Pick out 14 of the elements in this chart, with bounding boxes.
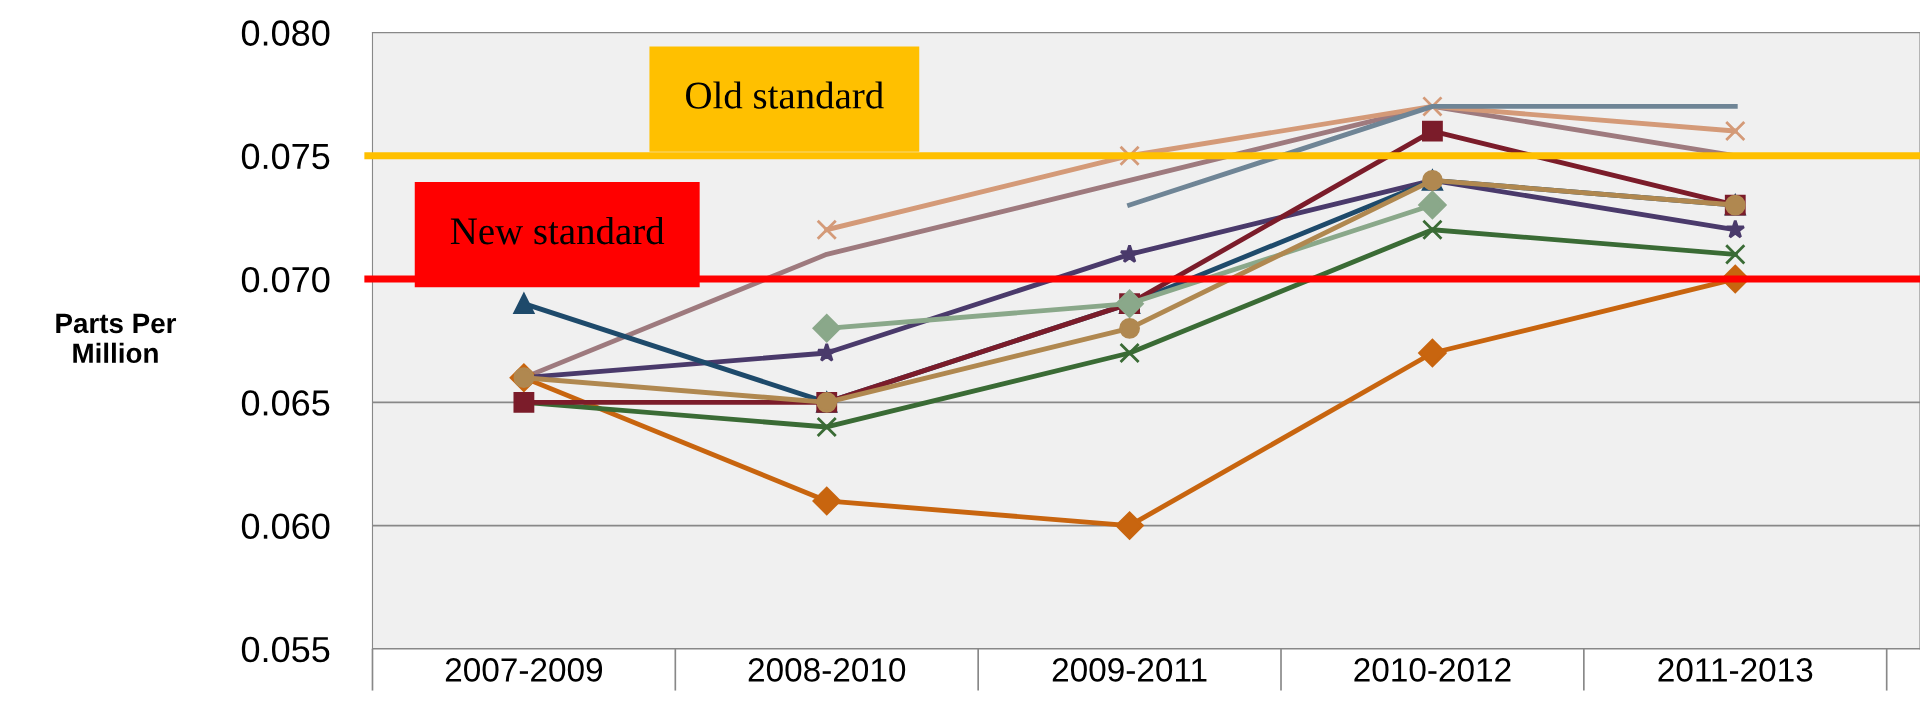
x-tick-label: 2009-2011 [1052, 658, 1207, 682]
x-tick-label: 2008-2010 [748, 658, 906, 682]
y-tick-label: 0.055 [241, 636, 330, 663]
y-tick-label: 0.060 [241, 513, 330, 540]
y-axis-title: Parts Per Million [56, 313, 177, 364]
y-tick-label: 0.080 [241, 20, 330, 46]
y-tick-label: 0.070 [241, 266, 330, 293]
y-tick-label: 0.075 [241, 143, 330, 170]
x-tick-label: 2007-2009 [445, 658, 603, 682]
ref-line-label: Old standard [686, 81, 884, 109]
x-tick-label: 2011-2013 [1658, 658, 1813, 682]
y-tick-label: 0.065 [241, 390, 330, 416]
ref-line-label: New standard [450, 217, 665, 245]
x-tick-label: 2010-2012 [1354, 658, 1511, 682]
